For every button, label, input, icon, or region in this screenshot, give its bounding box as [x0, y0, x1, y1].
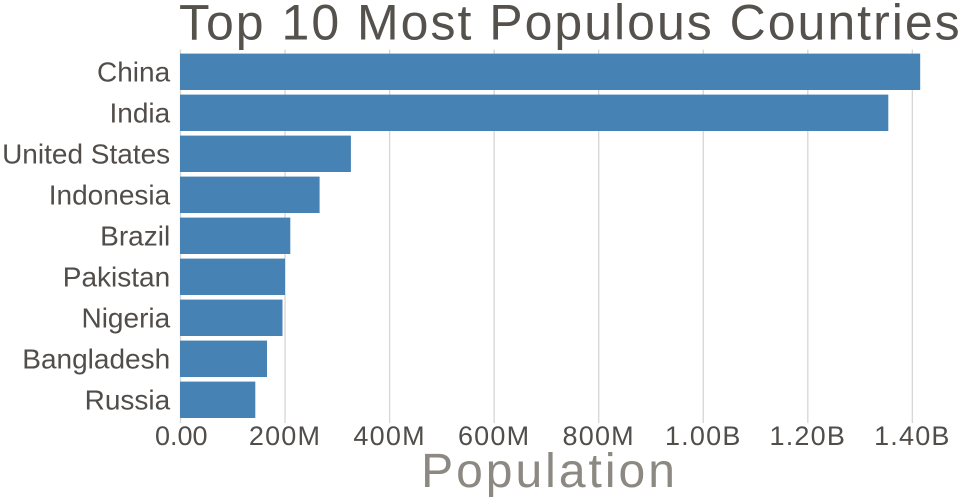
svg-text:1.20B: 1.20B: [770, 421, 847, 451]
svg-text:200M: 200M: [249, 421, 321, 451]
svg-text:Nigeria: Nigeria: [81, 302, 170, 333]
svg-text:Bangladesh: Bangladesh: [22, 343, 170, 374]
svg-text:0.00: 0.00: [155, 421, 208, 451]
svg-text:1.40B: 1.40B: [874, 421, 951, 451]
svg-text:China: China: [97, 56, 171, 87]
svg-text:1.00B: 1.00B: [665, 421, 742, 451]
svg-text:400M: 400M: [353, 421, 425, 451]
svg-text:Brazil: Brazil: [100, 220, 170, 251]
svg-text:Indonesia: Indonesia: [49, 179, 171, 210]
svg-text:United States: United States: [2, 138, 170, 169]
svg-text:India: India: [109, 97, 170, 128]
svg-text:Population: Population: [421, 445, 678, 498]
svg-text:600M: 600M: [458, 421, 530, 451]
svg-text:Russia: Russia: [85, 384, 171, 415]
svg-text:800M: 800M: [563, 421, 635, 451]
svg-text:Pakistan: Pakistan: [63, 261, 170, 292]
svg-text:Top 10 Most Populous Countries: Top 10 Most Populous Countries: [179, 0, 960, 50]
